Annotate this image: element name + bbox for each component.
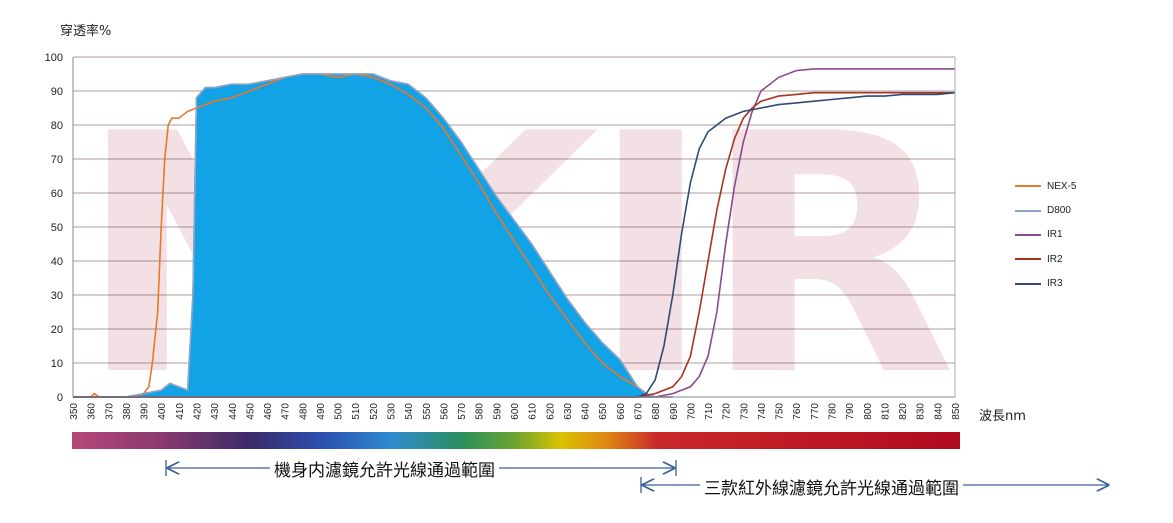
x-tick-label: 460 [263, 403, 274, 420]
y-tick-label: 60 [51, 188, 63, 200]
x-tick-label: 360 [87, 403, 98, 420]
x-tick-label: 420 [192, 403, 203, 420]
x-tick-label: 480 [298, 403, 309, 420]
x-tick-label: 730 [739, 403, 750, 420]
x-tick-label: 680 [651, 403, 662, 420]
legend-label: D800 [1047, 205, 1071, 217]
x-tick-label: 650 [598, 403, 609, 420]
x-tick-label: 440 [228, 403, 239, 420]
x-tick-label: 830 [916, 403, 927, 420]
x-tick-label: 620 [545, 403, 556, 420]
x-tick-label: 770 [810, 403, 821, 420]
legend-label: IR1 [1047, 229, 1063, 241]
x-tick-label: 490 [316, 403, 327, 420]
x-tick-label: 580 [475, 403, 486, 420]
x-tick-label: 350 [69, 403, 80, 420]
x-tick-label: 850 [951, 403, 962, 420]
legend-item-ir1: IR1 [1015, 223, 1076, 247]
x-tick-label: 800 [863, 403, 874, 420]
x-tick-label: 430 [210, 403, 221, 420]
y-tick-label: 70 [51, 154, 63, 166]
x-tick-labels: 350 360 370 380 390 400 410 420 430 440 450 460 470 4… [69, 403, 962, 420]
x-tick-label: 840 [933, 403, 944, 420]
x-axis-title: 波長nm [979, 409, 1026, 424]
x-tick-label: 710 [704, 403, 715, 420]
axes [72, 57, 956, 398]
x-tick-label: 520 [369, 403, 380, 420]
x-tick-label: 820 [898, 403, 909, 420]
x-tick-label: 700 [686, 403, 697, 420]
x-tick-label: 570 [457, 403, 468, 420]
legend-swatch [1015, 258, 1041, 261]
y-tick-label: 0 [57, 392, 63, 404]
legend-item-nex-5: NEX-5 [1015, 174, 1076, 198]
series-line-ir3 [73, 91, 956, 398]
legend-swatch [1015, 282, 1041, 285]
x-tick-label: 540 [404, 403, 415, 420]
y-tick-labels: 0 10 20 30 40 50 60 70 80 90 100 [45, 52, 63, 404]
x-tick-label: 660 [616, 403, 627, 420]
y-tick-label: 90 [51, 86, 63, 98]
x-tick-label: 780 [828, 403, 839, 420]
x-tick-label: 690 [669, 403, 680, 420]
legend-label: IR2 [1047, 253, 1063, 265]
legend-swatch [1015, 185, 1041, 188]
y-axis-title: 穿透率% [60, 24, 112, 39]
legend-label: NEX-5 [1047, 180, 1077, 192]
series-line-ir2 [73, 91, 955, 398]
x-tick-label: 750 [775, 403, 786, 420]
x-tick-label: 550 [422, 403, 433, 420]
legend-swatch [1015, 209, 1041, 212]
x-tick-label: 510 [351, 403, 362, 420]
y-tick-label: 80 [51, 120, 63, 132]
x-tick-label: 790 [845, 403, 856, 420]
legend-item-ir2: IR2 [1015, 247, 1076, 271]
x-tick-label: 400 [157, 403, 168, 420]
x-tick-label: 670 [633, 403, 644, 420]
legend-label: IR3 [1047, 278, 1063, 290]
legend-item-ir3: IR3 [1015, 272, 1076, 296]
legend-item-d800: D800 [1015, 198, 1076, 222]
range2-label: 三款紅外線濾鏡允許光線通過範圍 [700, 474, 963, 499]
range1-label: 機身内濾鏡允許光線通過範圍 [270, 456, 499, 481]
x-tick-label: 370 [104, 403, 115, 420]
x-tick-label: 630 [563, 403, 574, 420]
series-line-d800 [73, 73, 673, 398]
y-tick-label: 40 [51, 256, 63, 268]
y-tick-label: 10 [51, 358, 63, 370]
x-tick-label: 720 [722, 403, 733, 420]
x-tick-label: 560 [439, 403, 450, 420]
y-tick-label: 50 [51, 222, 63, 234]
y-tick-label: 100 [45, 52, 63, 64]
x-tick-label: 450 [245, 403, 256, 420]
x-tick-label: 470 [281, 403, 292, 420]
series-lines [73, 68, 956, 398]
x-tick-label: 530 [387, 403, 398, 420]
legend: NEX-5 D800 IR1 IR2 IR3 [1015, 174, 1076, 296]
x-tick-label: 600 [510, 403, 521, 420]
x-tick-label: 610 [528, 403, 539, 420]
x-tick-label: 740 [757, 403, 768, 420]
x-tick-label: 500 [334, 403, 345, 420]
x-tick-label: 590 [492, 403, 503, 420]
y-tick-label: 30 [51, 290, 63, 302]
x-tick-label: 810 [880, 403, 891, 420]
visible-spectrum-bar [72, 432, 960, 449]
series-line-ir1 [73, 68, 955, 398]
x-tick-label: 760 [792, 403, 803, 420]
x-tick-label: 640 [581, 403, 592, 420]
x-tick-label: 390 [140, 403, 151, 420]
legend-swatch [1015, 233, 1041, 236]
y-tick-label: 20 [51, 324, 63, 336]
x-tick-label: 380 [122, 403, 133, 420]
x-tick-label: 410 [175, 403, 186, 420]
